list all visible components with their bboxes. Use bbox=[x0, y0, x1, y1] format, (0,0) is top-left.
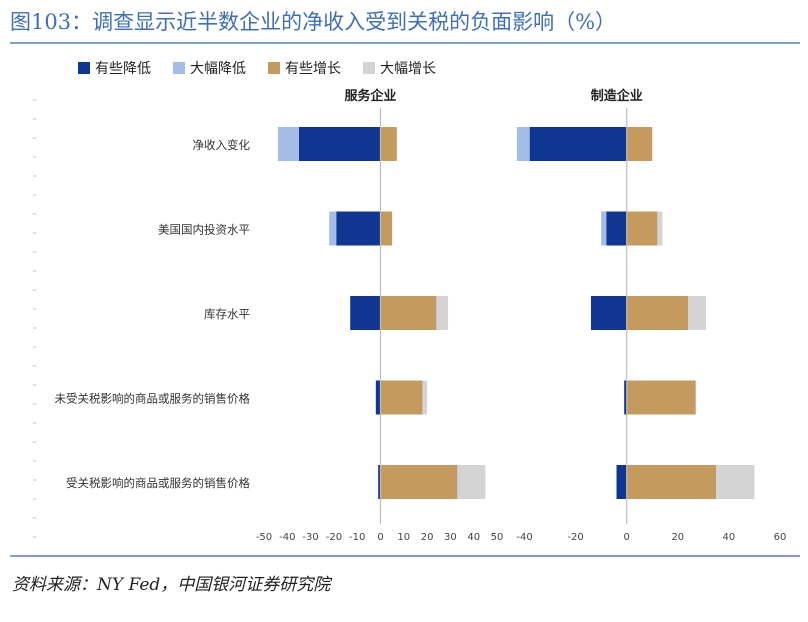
x-tick-label: -20 bbox=[326, 532, 342, 543]
bar-segment bbox=[624, 380, 627, 415]
legend-item-0: 有些降低 bbox=[78, 58, 151, 78]
x-tick-label: -20 bbox=[567, 532, 583, 543]
source-divider bbox=[10, 555, 800, 557]
x-tick-label: 30 bbox=[444, 532, 457, 543]
x-tick-label: 0 bbox=[624, 532, 630, 543]
bar-segment bbox=[716, 465, 755, 499]
x-tick-label: 40 bbox=[467, 532, 480, 543]
bar-segment bbox=[329, 211, 337, 246]
category-label: 未受关税影响的商品或服务的销售价格 bbox=[55, 392, 251, 406]
legend-swatch-2 bbox=[268, 62, 280, 74]
legend-label-3: 大幅增长 bbox=[380, 61, 436, 77]
bar-segment bbox=[616, 465, 627, 499]
bar-segment bbox=[350, 296, 381, 330]
legend-label-1: 大幅降低 bbox=[190, 61, 246, 77]
legend-swatch-3 bbox=[363, 62, 375, 74]
bar-segment bbox=[626, 380, 696, 415]
bar-segment bbox=[375, 380, 381, 415]
bar-segment bbox=[601, 211, 607, 246]
bar-segment bbox=[657, 211, 663, 246]
bar-segment bbox=[606, 211, 627, 246]
bar-segment bbox=[380, 465, 458, 499]
bar-segment bbox=[688, 296, 706, 330]
x-tick-label: -30 bbox=[302, 532, 318, 543]
legend-item-3: 大幅增长 bbox=[363, 58, 436, 78]
bar-segment bbox=[626, 296, 689, 330]
bar-segment bbox=[457, 465, 486, 499]
bar-segment bbox=[516, 127, 530, 161]
bar-segment bbox=[626, 127, 653, 161]
category-label: 美国国内投资水平 bbox=[158, 223, 250, 237]
bar-segment bbox=[277, 127, 299, 161]
bar-segment bbox=[380, 211, 393, 246]
x-tick-label: 0 bbox=[377, 532, 383, 543]
legend-swatch-0 bbox=[78, 62, 90, 74]
x-tick-label: 60 bbox=[774, 532, 787, 543]
x-tick-label: 20 bbox=[671, 532, 684, 543]
bar-segment bbox=[436, 296, 449, 330]
x-tick-label: -50 bbox=[256, 532, 272, 543]
x-tick-label: 40 bbox=[723, 532, 736, 543]
bar-segment bbox=[298, 127, 381, 161]
x-tick-label: -40 bbox=[279, 532, 295, 543]
source-note: 资料来源：NY Fed，中国银河证券研究院 bbox=[12, 575, 331, 595]
category-label: 库存水平 bbox=[204, 307, 250, 321]
x-tick-label: 50 bbox=[491, 532, 504, 543]
bar-segment bbox=[529, 127, 627, 161]
legend-label-0: 有些降低 bbox=[95, 61, 151, 77]
bar-segment bbox=[380, 127, 397, 161]
tariff-impact-chart: 净收入变化美国国内投资水平库存水平未受关税影响的商品或服务的销售价格受关税影响的… bbox=[33, 88, 787, 543]
category-label: 受关税影响的商品或服务的销售价格 bbox=[66, 476, 250, 490]
legend-item-2: 有些增长 bbox=[268, 58, 341, 78]
bar-segment bbox=[380, 296, 437, 330]
legend-label-2: 有些增长 bbox=[285, 61, 341, 77]
bar-segment bbox=[590, 296, 627, 330]
x-tick-label: -10 bbox=[349, 532, 365, 543]
x-tick-label: 10 bbox=[397, 532, 410, 543]
panel-title: 制造企业 bbox=[591, 88, 643, 104]
legend-swatch-1 bbox=[173, 62, 185, 74]
bar-segment bbox=[378, 465, 381, 499]
category-label: 净收入变化 bbox=[193, 138, 251, 152]
bar-segment bbox=[626, 211, 658, 246]
bar-segment bbox=[626, 465, 717, 499]
panel-title: 服务企业 bbox=[344, 88, 396, 104]
figure-title: 图103：调查显示近半数企业的净收入受到关税的负面影响（%） bbox=[10, 10, 617, 34]
legend-item-1: 大幅降低 bbox=[173, 58, 246, 78]
title-divider bbox=[10, 42, 800, 44]
x-tick-label: 20 bbox=[421, 532, 434, 543]
x-tick-label: -40 bbox=[516, 532, 532, 543]
bar-segment bbox=[336, 211, 381, 246]
chart-legend: 有些降低 大幅降低 有些增长 大幅增长 bbox=[78, 58, 436, 78]
bar-segment bbox=[380, 380, 423, 415]
bar-segment bbox=[422, 380, 428, 415]
